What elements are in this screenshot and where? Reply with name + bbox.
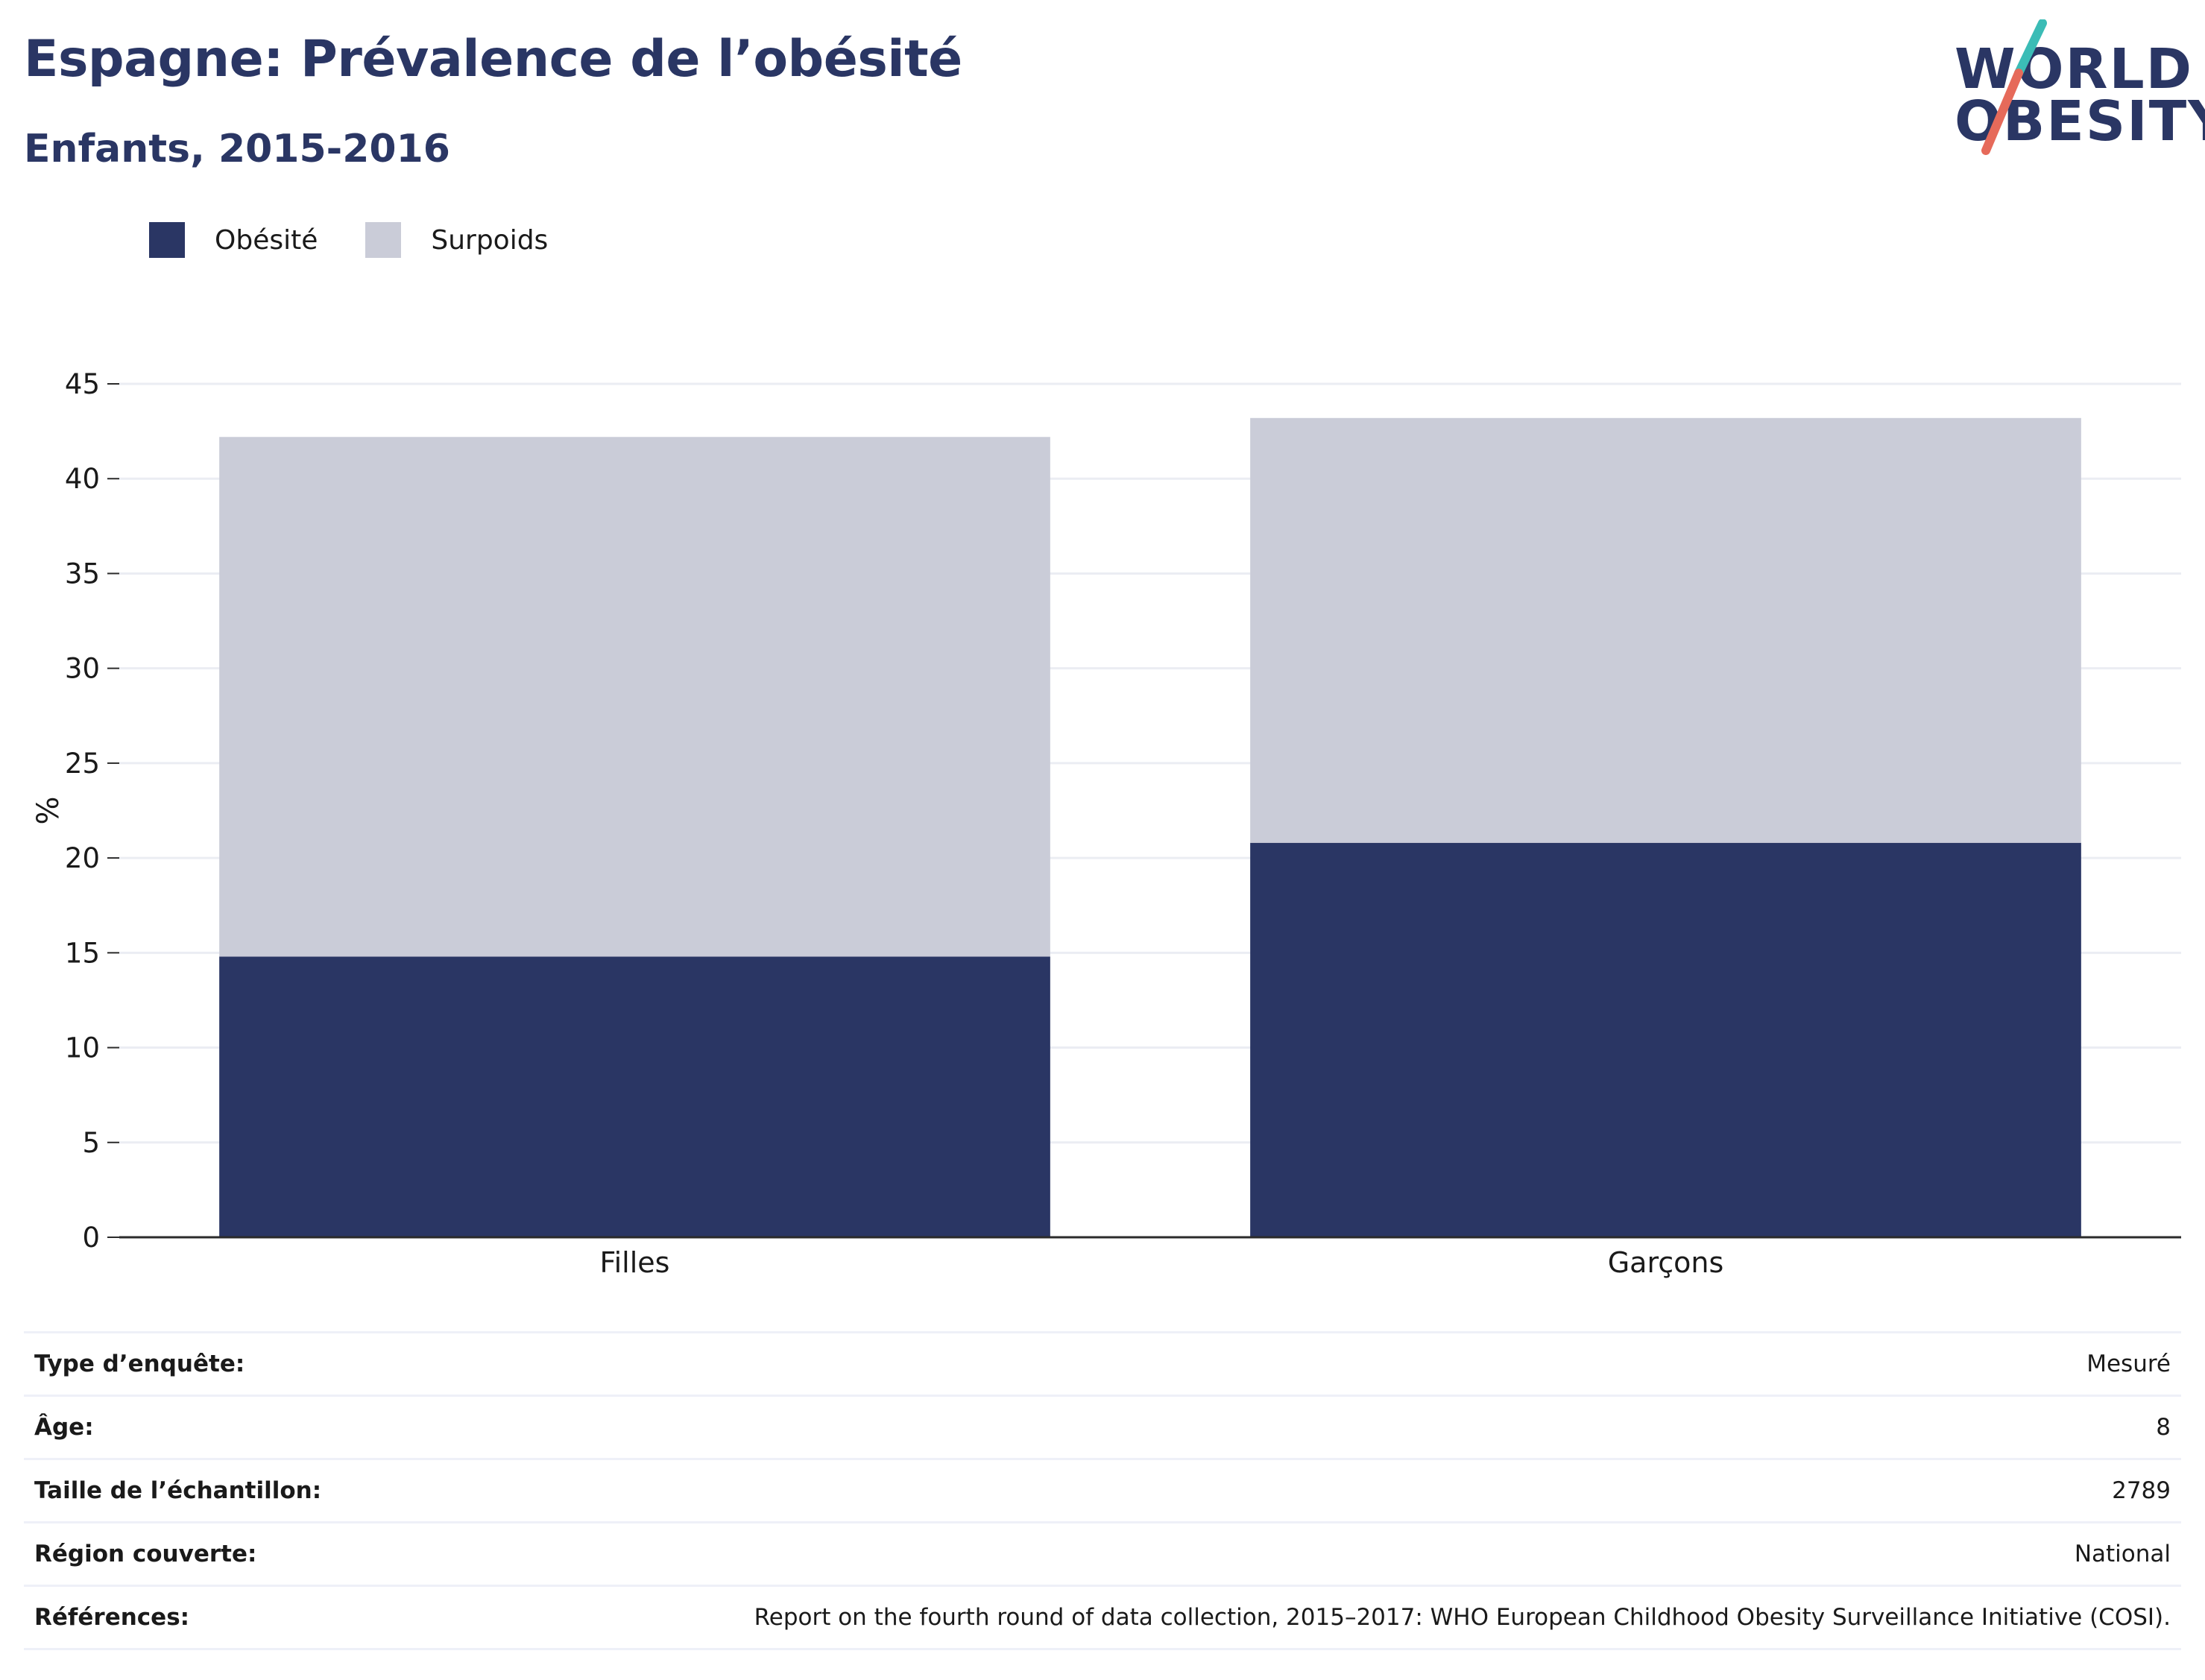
logo-text-world: WORLD xyxy=(1955,37,2194,101)
y-axis-title: % xyxy=(31,796,66,824)
info-value: Mesuré xyxy=(432,1331,2181,1396)
chart-legend: Obésité Surpoids xyxy=(149,222,596,258)
info-label: Âge: xyxy=(24,1395,432,1459)
legend-item-overweight[interactable]: Surpoids xyxy=(365,222,548,258)
y-tick-label: 20 xyxy=(65,842,100,874)
bar-overweight-girls xyxy=(219,437,1050,957)
y-tick-label: 25 xyxy=(65,748,100,780)
bar-obesity-girls xyxy=(219,956,1050,1237)
legend-swatch-overweight xyxy=(365,222,402,258)
info-row: Taille de l’échantillon: 2789 xyxy=(24,1458,2181,1523)
y-tick-label: 15 xyxy=(65,937,100,969)
logo-slash-icon xyxy=(1981,19,2047,155)
y-tick-label: 30 xyxy=(65,653,100,685)
info-row: Type d’enquête: Mesuré xyxy=(24,1331,2181,1396)
info-label: Taille de l’échantillon: xyxy=(24,1458,432,1523)
info-label: Région couverte: xyxy=(24,1521,432,1586)
info-value: Report on the fourth round of data colle… xyxy=(432,1585,2181,1650)
y-tick-label: 10 xyxy=(65,1032,100,1064)
info-row: Région couverte: National xyxy=(24,1521,2181,1586)
x-tick-label: Filles xyxy=(600,1246,670,1279)
y-tick-label: 35 xyxy=(65,558,100,590)
bar-obesity-boys xyxy=(1250,842,2081,1237)
y-tick-label: 40 xyxy=(65,463,100,495)
info-row: Âge: 8 xyxy=(24,1395,2181,1459)
chart-title: Espagne: Prévalence de l’obésité xyxy=(24,30,962,89)
info-label: Références: xyxy=(24,1585,432,1650)
info-value: National xyxy=(432,1521,2181,1586)
bar-chart: 0 5 10 15 20 25 30 35 40 45% Filles Garçons xyxy=(31,368,2181,1279)
y-tick-label: 5 xyxy=(82,1127,100,1159)
chart-subtitle: Enfants, 2015-2016 xyxy=(24,127,450,171)
info-value: 8 xyxy=(432,1395,2181,1459)
info-row: Références: Report on the fourth round of… xyxy=(24,1585,2181,1650)
survey-info-table: Type d’enquête: Mesuré Âge: 8 Taille de l’éc… xyxy=(24,1331,2181,1650)
x-tick-label: Garçons xyxy=(1608,1246,1724,1279)
legend-item-obesity[interactable]: Obésité xyxy=(149,222,318,258)
y-tick-label: 45 xyxy=(65,368,100,400)
legend-label-obesity: Obésité xyxy=(215,224,318,256)
legend-swatch-obesity xyxy=(149,222,185,258)
legend-label-overweight: Surpoids xyxy=(431,224,549,256)
world-obesity-logo: WORLD OBESITY xyxy=(1938,19,2205,161)
info-label: Type d’enquête: xyxy=(24,1331,432,1396)
y-tick-label: 0 xyxy=(82,1222,100,1254)
info-value: 2789 xyxy=(432,1458,2181,1523)
bar-overweight-boys xyxy=(1250,417,2081,843)
